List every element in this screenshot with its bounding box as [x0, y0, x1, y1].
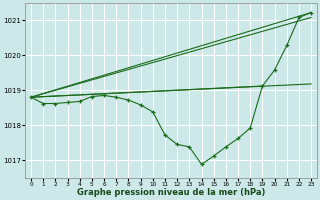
- X-axis label: Graphe pression niveau de la mer (hPa): Graphe pression niveau de la mer (hPa): [77, 188, 265, 197]
